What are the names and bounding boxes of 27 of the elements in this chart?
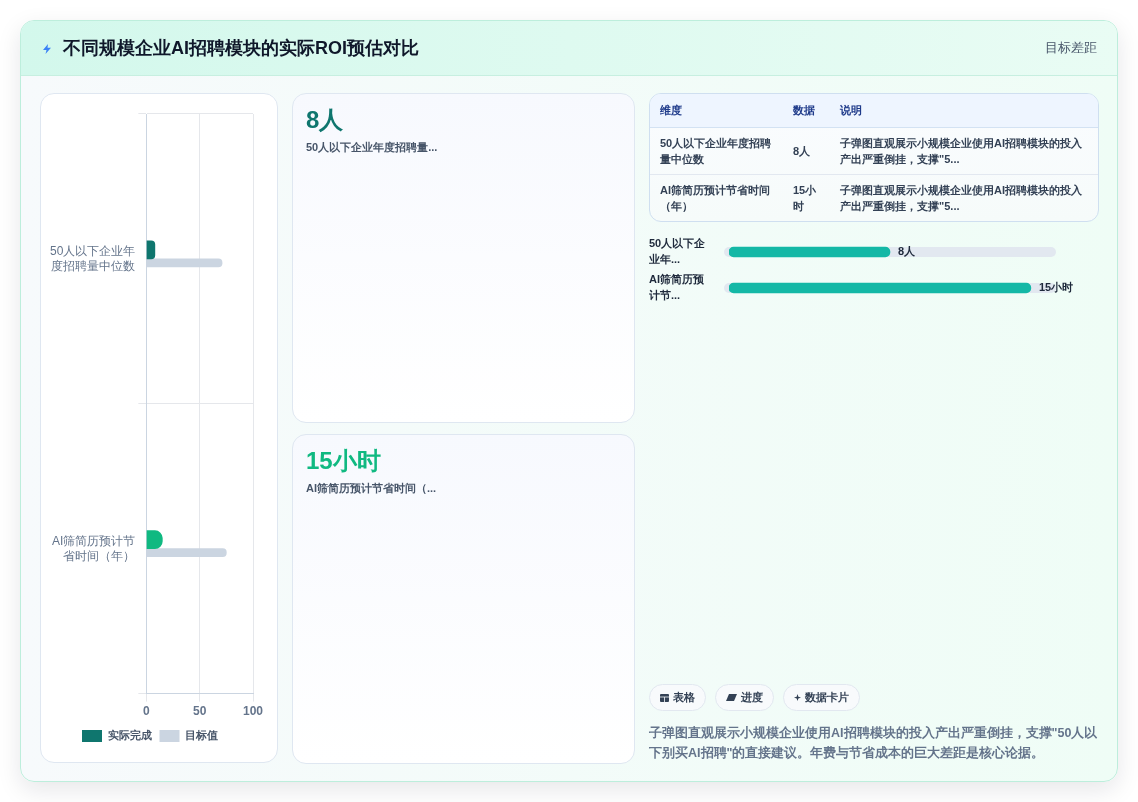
legend-label: 目标值	[185, 729, 218, 742]
y-tick-label: 50人以下企业年...	[648, 237, 707, 266]
text: 8人	[306, 105, 345, 135]
x-tick-label: 50	[192, 704, 207, 719]
category-label: 表格	[673, 690, 695, 705]
text: 子弹图直观展示小规模企业使用AI招聘模块的投入产出严重倒挂，支撑"50人以下别买AI招聘"的直接建议。年费与节省成本的巨大差距是核心论据。	[649, 725, 1099, 762]
text: 15小时	[306, 446, 382, 476]
data-label: 15小时	[1038, 281, 1074, 294]
text: AI筛简历预计节省时间（...	[306, 481, 438, 496]
text: 目标差距	[1045, 39, 1097, 57]
text: 不同规模企业AI招聘模块的实际ROI预估对比	[63, 37, 420, 60]
text: 子弹图直观展示小规模企业使用AI招聘模块的投入产出严重倒挂，支撑"5...	[840, 184, 1082, 212]
y-tick-label: AI筛简历预计节...	[648, 273, 705, 302]
text: 15小时	[793, 184, 817, 212]
x-tick-label: 100	[242, 704, 264, 719]
x-tick-label: 0	[143, 704, 150, 719]
category-label: 维度	[650, 94, 783, 128]
bar	[146, 240, 156, 260]
category-label: 说明	[830, 94, 1098, 128]
category-label: 数据	[783, 94, 830, 128]
category-label: 进度	[741, 690, 763, 705]
text: 50人以下企业年度招聘量...	[306, 140, 439, 155]
text: 8人	[793, 145, 811, 157]
text: 子弹图直观展示小规模企业使用AI招聘模块的投入产出严重倒挂，支撑"5...	[840, 137, 1082, 165]
legend-label: 实际完成	[107, 729, 152, 742]
category-label: 数据卡片	[805, 690, 849, 705]
data-label: 8人	[898, 245, 917, 259]
